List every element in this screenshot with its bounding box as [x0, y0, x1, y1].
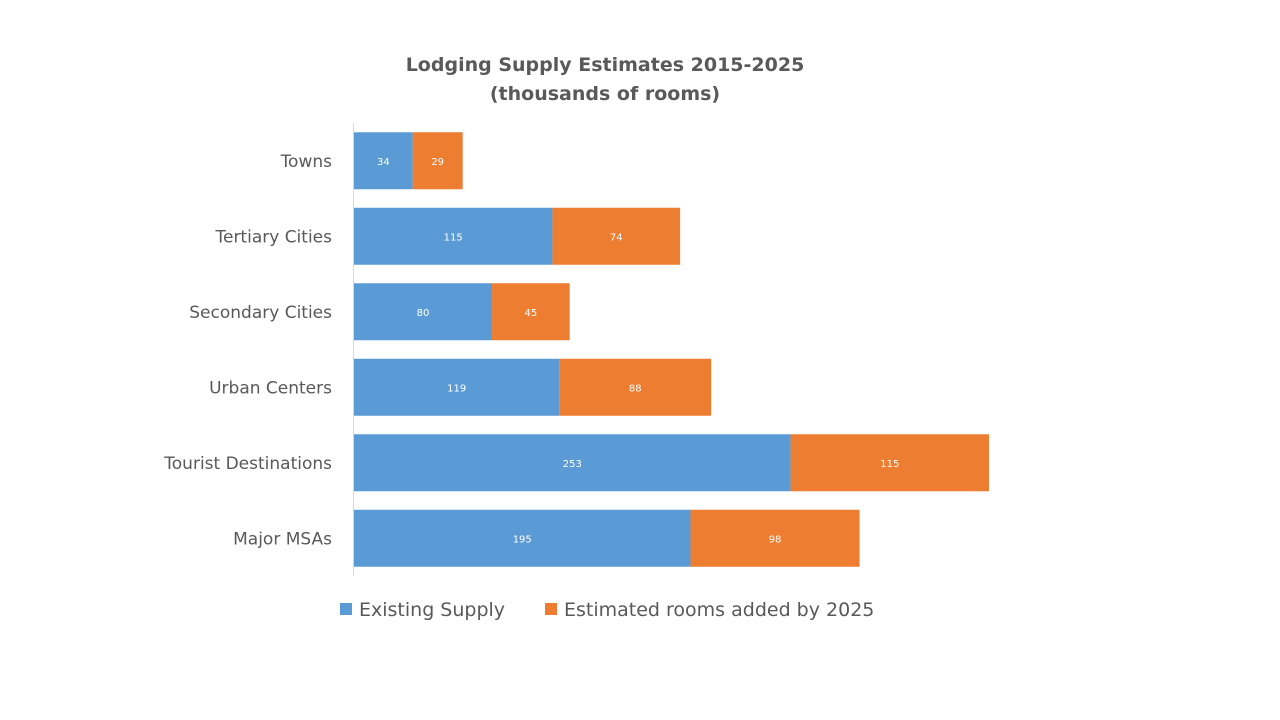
bars-layer: 34 29 115 74 80 45 119 88 253 115 195 98 [354, 132, 989, 567]
bar-estimated-rooms-added-by-2025-tertiary-cities [552, 207, 681, 265]
legend-item-existing-supply[interactable]: Existing Supply [340, 599, 505, 621]
bar-existing-supply-urban-centers [354, 358, 560, 416]
bar-existing-supply-tourist-destinations [354, 434, 791, 492]
data-label-estimated-rooms-added-by-2025-major-msas: 98 [769, 534, 782, 545]
bar-existing-supply-major-msas [354, 509, 691, 567]
category-label-urban-centers: Urban Centers [209, 378, 332, 398]
data-label-estimated-rooms-added-by-2025-urban-centers: 88 [629, 383, 642, 394]
category-label-towns: Towns [280, 152, 333, 172]
legend-item-estimated-rooms-added-by-2025[interactable]: Estimated rooms added by 2025 [545, 599, 874, 621]
data-label-estimated-rooms-added-by-2025-towns: 29 [431, 157, 444, 168]
legend-swatch-estimated-rooms-added-by-2025 [545, 603, 557, 615]
bar-estimated-rooms-added-by-2025-tourist-destinations [790, 434, 989, 492]
bar-existing-supply-towns [354, 132, 413, 190]
data-label-estimated-rooms-added-by-2025-secondary-cities: 45 [524, 308, 537, 319]
bar-existing-supply-secondary-cities [354, 283, 493, 341]
bar-estimated-rooms-added-by-2025-major-msas [690, 509, 860, 567]
category-label-tertiary-cities: Tertiary Cities [214, 227, 332, 247]
data-label-existing-supply-tertiary-cities: 115 [444, 232, 463, 243]
data-label-existing-supply-urban-centers: 119 [447, 383, 466, 394]
bar-estimated-rooms-added-by-2025-urban-centers [559, 358, 712, 416]
category-label-secondary-cities: Secondary Cities [189, 303, 332, 323]
data-label-existing-supply-secondary-cities: 80 [417, 308, 430, 319]
category-labels: Towns Tertiary Cities Secondary Cities Urba… [163, 152, 332, 550]
bar-estimated-rooms-added-by-2025-secondary-cities [492, 283, 570, 341]
data-label-existing-supply-tourist-destinations: 253 [563, 459, 582, 470]
chart-title: Lodging Supply Estimates 2015-2025 [406, 54, 805, 76]
data-label-existing-supply-major-msas: 195 [513, 534, 532, 545]
data-label-estimated-rooms-added-by-2025-tourist-destinations: 115 [880, 459, 899, 470]
legend-label-estimated-rooms-added-by-2025: Estimated rooms added by 2025 [564, 599, 874, 621]
legend-swatch-existing-supply [340, 603, 352, 615]
bar-estimated-rooms-added-by-2025-towns [412, 132, 463, 190]
data-label-estimated-rooms-added-by-2025-tertiary-cities: 74 [610, 232, 623, 243]
category-label-major-msas: Major MSAs [233, 529, 332, 549]
legend-label-existing-supply: Existing Supply [359, 599, 505, 621]
data-label-existing-supply-towns: 34 [377, 157, 390, 168]
chart-subtitle: (thousands of rooms) [490, 83, 720, 105]
bar-existing-supply-tertiary-cities [354, 207, 553, 265]
category-label-tourist-destinations: Tourist Destinations [163, 454, 332, 474]
legend: Existing Supply Estimated rooms added by … [340, 599, 874, 621]
